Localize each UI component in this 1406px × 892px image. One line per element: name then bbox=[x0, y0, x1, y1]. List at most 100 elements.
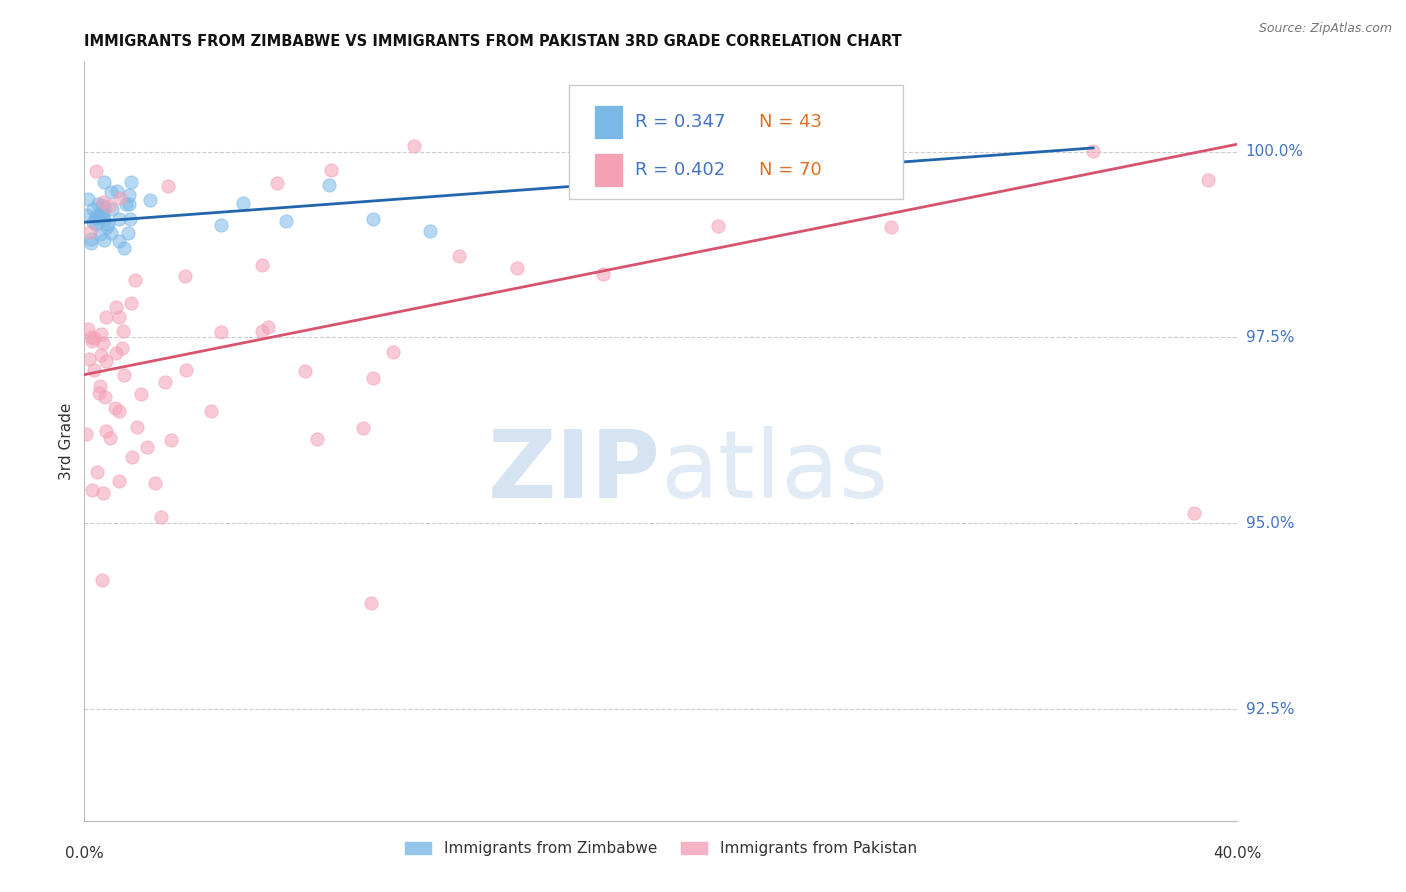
Point bbox=[100, 227, 122, 241]
Point bbox=[82, 214, 104, 228]
Point bbox=[94, 354, 117, 368]
Point bbox=[155, 375, 177, 389]
Point bbox=[108, 310, 131, 324]
Point bbox=[93, 486, 115, 500]
Point bbox=[105, 300, 128, 314]
Text: 95.0%: 95.0% bbox=[1246, 516, 1294, 531]
Point bbox=[707, 219, 730, 233]
Legend: Immigrants from Zimbabwe, Immigrants from Pakistan: Immigrants from Zimbabwe, Immigrants fro… bbox=[398, 835, 924, 863]
Point bbox=[360, 595, 382, 609]
Text: atlas: atlas bbox=[661, 425, 889, 518]
Text: Source: ZipAtlas.com: Source: ZipAtlas.com bbox=[1258, 22, 1392, 36]
Point bbox=[419, 225, 441, 239]
Point bbox=[100, 185, 122, 199]
Point bbox=[94, 390, 117, 404]
Point bbox=[80, 235, 103, 250]
Point bbox=[98, 431, 121, 445]
Point bbox=[91, 574, 114, 588]
Text: 97.5%: 97.5% bbox=[1246, 330, 1294, 345]
Point bbox=[89, 227, 111, 241]
Point bbox=[449, 249, 471, 263]
Point bbox=[250, 258, 273, 272]
Point bbox=[592, 267, 614, 281]
Point bbox=[97, 217, 120, 231]
Point bbox=[90, 204, 112, 219]
Point bbox=[117, 227, 139, 241]
Point bbox=[382, 345, 405, 359]
Point bbox=[118, 187, 141, 202]
Text: 0.0%: 0.0% bbox=[65, 846, 104, 861]
Point bbox=[305, 433, 328, 447]
Text: R = 0.402: R = 0.402 bbox=[636, 161, 725, 178]
FancyBboxPatch shape bbox=[568, 85, 903, 199]
Point bbox=[86, 465, 108, 479]
Point bbox=[84, 217, 107, 231]
Point bbox=[75, 426, 97, 441]
Text: IMMIGRANTS FROM ZIMBABWE VS IMMIGRANTS FROM PAKISTAN 3RD GRADE CORRELATION CHART: IMMIGRANTS FROM ZIMBABWE VS IMMIGRANTS F… bbox=[84, 34, 903, 49]
Point bbox=[361, 211, 384, 226]
Point bbox=[139, 193, 162, 207]
Point bbox=[101, 202, 124, 216]
Text: N = 70: N = 70 bbox=[759, 161, 821, 178]
Point bbox=[135, 440, 157, 454]
Point bbox=[319, 162, 342, 177]
Point bbox=[108, 235, 131, 249]
Point bbox=[87, 209, 110, 223]
Point bbox=[352, 421, 374, 435]
Text: 100.0%: 100.0% bbox=[1246, 145, 1303, 159]
Point bbox=[124, 272, 146, 286]
Point bbox=[120, 296, 142, 310]
Point bbox=[174, 363, 197, 377]
Point bbox=[402, 139, 425, 153]
Point bbox=[129, 387, 152, 401]
Point bbox=[145, 475, 167, 490]
Point bbox=[149, 509, 172, 524]
Text: 40.0%: 40.0% bbox=[1213, 846, 1261, 861]
Point bbox=[107, 404, 129, 418]
Point bbox=[84, 164, 107, 178]
Point bbox=[76, 208, 98, 222]
Point bbox=[120, 175, 142, 189]
Point bbox=[232, 195, 254, 210]
Point bbox=[86, 211, 108, 225]
Point bbox=[96, 310, 118, 325]
Point bbox=[592, 160, 614, 174]
Point bbox=[1083, 144, 1105, 158]
Point bbox=[118, 212, 141, 227]
Point bbox=[104, 401, 127, 415]
Point bbox=[110, 190, 132, 204]
Text: ZIP: ZIP bbox=[488, 425, 661, 518]
Point bbox=[93, 234, 115, 248]
Point bbox=[108, 475, 131, 489]
Point bbox=[91, 335, 114, 350]
Point bbox=[91, 194, 114, 209]
Point bbox=[112, 241, 135, 255]
Point bbox=[76, 192, 98, 206]
Point bbox=[80, 232, 103, 246]
Point bbox=[127, 420, 149, 434]
Point bbox=[114, 197, 136, 211]
Point bbox=[209, 325, 232, 339]
Point bbox=[93, 213, 115, 227]
Point bbox=[880, 162, 903, 177]
Point bbox=[200, 403, 222, 417]
Point bbox=[82, 202, 104, 216]
Point bbox=[266, 176, 288, 190]
Point bbox=[112, 324, 135, 338]
Point bbox=[82, 334, 104, 349]
Point bbox=[86, 209, 108, 223]
Text: N = 43: N = 43 bbox=[759, 113, 823, 131]
Point bbox=[96, 425, 118, 439]
Point bbox=[209, 219, 232, 233]
Point bbox=[89, 386, 111, 401]
Point bbox=[118, 197, 141, 211]
Point bbox=[1182, 506, 1205, 520]
Text: 92.5%: 92.5% bbox=[1246, 702, 1294, 716]
Point bbox=[87, 196, 110, 211]
Point bbox=[90, 327, 112, 342]
Point bbox=[80, 483, 103, 497]
Point bbox=[83, 363, 105, 377]
Text: R = 0.347: R = 0.347 bbox=[636, 113, 725, 131]
Point bbox=[363, 371, 385, 385]
Point bbox=[96, 219, 118, 234]
